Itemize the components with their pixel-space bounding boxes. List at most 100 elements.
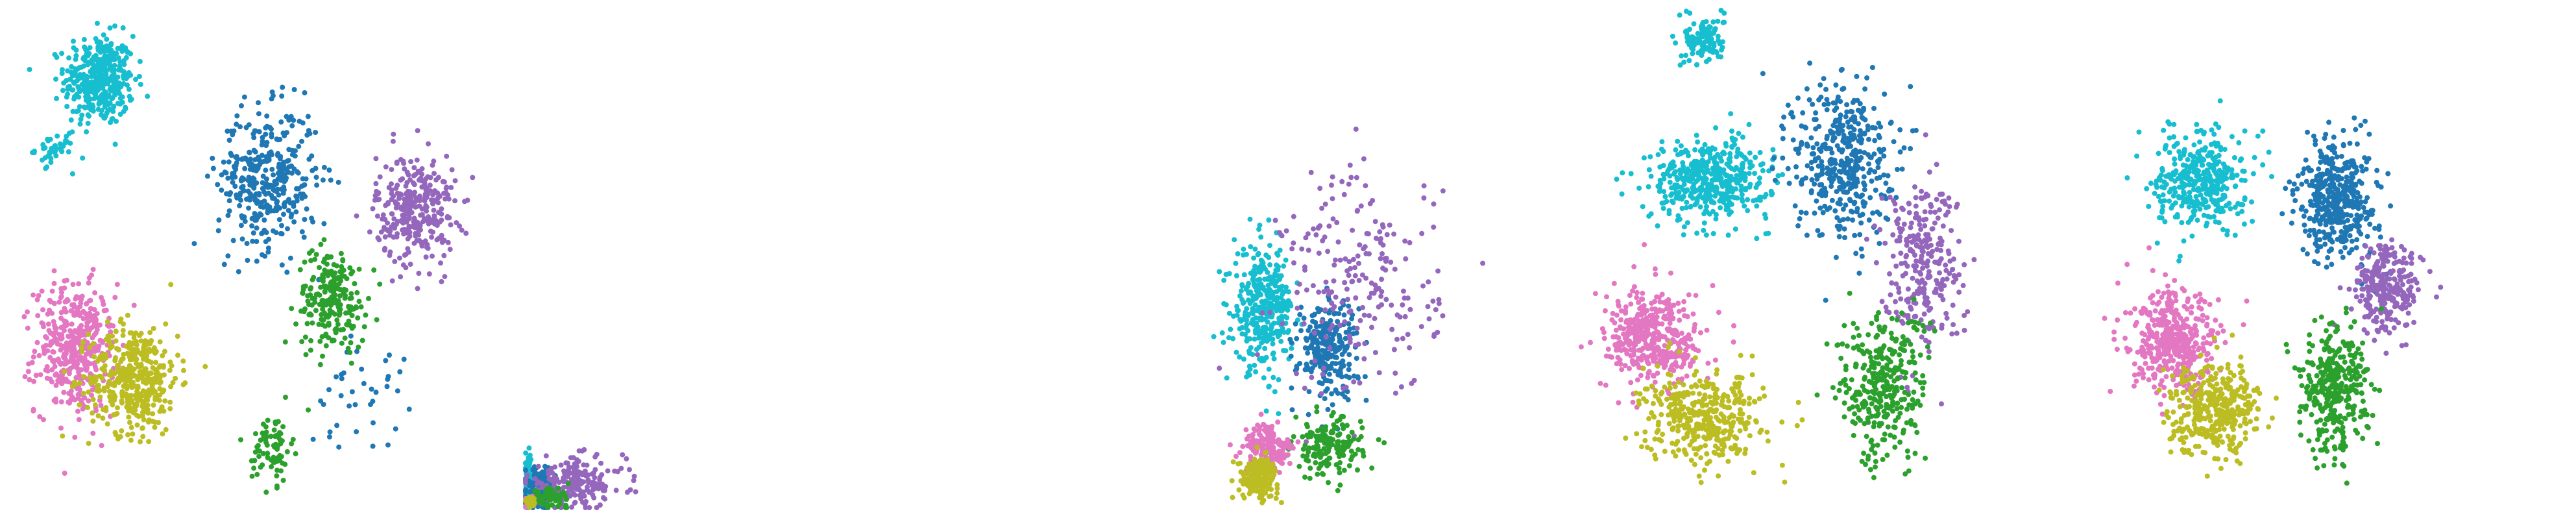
- scatter-point: [47, 354, 53, 360]
- scatter-point: [1262, 450, 1268, 456]
- scatter-point: [1705, 169, 1711, 175]
- scatter-point: [599, 472, 605, 478]
- scatter-point: [1286, 445, 1292, 450]
- scatter-point: [1722, 195, 1728, 201]
- scatter-point: [1281, 329, 1287, 335]
- scatter-point: [1276, 451, 1282, 457]
- scatter-point: [1346, 273, 1352, 278]
- scatter-point: [103, 77, 108, 83]
- scatter-point: [1249, 310, 1255, 315]
- scatter-point: [1265, 428, 1271, 434]
- scatter-point: [260, 173, 266, 179]
- scatter-point: [1237, 326, 1243, 332]
- scatter-point: [1294, 305, 1300, 311]
- scatter-point: [1730, 138, 1736, 143]
- scatter-point: [587, 489, 592, 495]
- scatter-point: [1331, 342, 1337, 348]
- scatter-point: [276, 217, 282, 223]
- scatter-point: [1710, 19, 1716, 25]
- scatter-point: [1300, 453, 1306, 459]
- scatter-point: [109, 96, 115, 102]
- scatter-point: [1715, 33, 1721, 39]
- scatter-point: [1420, 283, 1426, 289]
- scatter-point: [59, 360, 65, 366]
- scatter-point: [141, 343, 147, 349]
- scatter-point: [1694, 62, 1700, 68]
- scatter-point: [110, 108, 116, 114]
- scatter-point: [135, 394, 140, 400]
- scatter-point: [1307, 475, 1313, 481]
- scatter-point: [1272, 280, 1277, 286]
- scatter-point: [1342, 394, 1348, 400]
- scatter-point: [70, 282, 76, 288]
- scatter-point: [436, 236, 442, 241]
- scatter-point: [354, 349, 359, 354]
- scatter-point: [1670, 33, 1675, 39]
- scatter-point: [134, 422, 140, 428]
- scatter-point: [121, 62, 127, 68]
- scatter-point: [439, 278, 444, 284]
- scatter-point: [1349, 316, 1355, 322]
- scatter-point: [1372, 315, 1378, 321]
- scatter-point: [1718, 205, 1723, 211]
- scatter-point: [109, 73, 115, 79]
- scatter-point: [100, 407, 106, 413]
- scatter-point: [1346, 463, 1352, 469]
- scatter-point: [1335, 487, 1341, 493]
- scatter-panel-3: [1030, 0, 1546, 518]
- scatter-point: [1667, 179, 1673, 185]
- scatter-point: [420, 240, 426, 245]
- scatter-point: [261, 450, 266, 456]
- scatter-point: [1745, 208, 1751, 214]
- scatter-point: [1293, 414, 1299, 420]
- scatter-point: [99, 375, 105, 381]
- scatter-point: [1319, 347, 1325, 353]
- scatter-point: [58, 315, 64, 321]
- scatter-point: [1280, 321, 1285, 327]
- scatter-point: [1246, 479, 1252, 485]
- scatter-point: [1705, 159, 1711, 165]
- scatter-point: [1280, 291, 1285, 297]
- scatter-point: [1259, 500, 1265, 506]
- scatter-point: [1294, 290, 1300, 295]
- scatter-point: [1727, 199, 1732, 205]
- scatter-point: [36, 352, 42, 358]
- scatter-point: [225, 129, 230, 134]
- scatter-point: [79, 349, 85, 354]
- scatter-point: [1323, 334, 1329, 340]
- scatter-point: [1372, 219, 1378, 225]
- scatter-point: [374, 213, 380, 219]
- scatter-point: [61, 328, 67, 334]
- scatter-point: [80, 155, 86, 161]
- scatter-point: [1739, 191, 1745, 197]
- scatter-point: [84, 52, 90, 58]
- series-2: [1287, 286, 1369, 432]
- scatter-point: [1710, 230, 1716, 236]
- scatter-point: [370, 399, 376, 404]
- scatter-point: [1697, 204, 1703, 210]
- scatter-point: [97, 394, 103, 400]
- scatter-point: [1269, 423, 1275, 429]
- scatter-point: [375, 197, 381, 203]
- scatter-point: [1790, 137, 1796, 143]
- scatter-point: [1265, 319, 1270, 325]
- scatter-point: [1237, 450, 1243, 456]
- scatter-point: [1330, 410, 1336, 415]
- scatter-point: [1661, 176, 1667, 182]
- scatter-point: [1728, 111, 1734, 117]
- scatter-point: [1286, 302, 1292, 308]
- scatter-point: [258, 438, 263, 443]
- scatter-point: [320, 353, 325, 359]
- scatter-point: [90, 418, 96, 424]
- scatter-point: [90, 267, 96, 272]
- scatter-point: [1758, 162, 1764, 167]
- scatter-point: [40, 307, 45, 313]
- scatter-point: [46, 328, 52, 334]
- scatter-point: [1691, 21, 1697, 27]
- scatter-point: [1219, 330, 1225, 336]
- scatter-point: [134, 356, 140, 362]
- scatter-point: [260, 252, 265, 258]
- scatter-point: [325, 314, 331, 320]
- scatter-point: [1259, 358, 1265, 364]
- scatter-point: [1418, 324, 1424, 330]
